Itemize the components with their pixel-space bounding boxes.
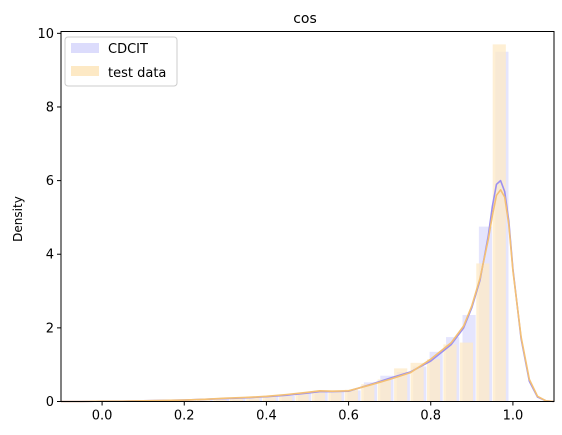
legend: CDCIT test data xyxy=(64,36,178,87)
histogram-bar xyxy=(361,384,375,402)
histogram-bars xyxy=(114,44,509,402)
legend-swatch-cdcit xyxy=(71,43,99,53)
histogram-bar xyxy=(377,379,391,402)
legend-label-test-data: test data xyxy=(108,66,166,81)
x-tick-label: 0.6 xyxy=(338,409,359,424)
histogram-bar xyxy=(344,389,358,402)
density-curves xyxy=(61,179,555,403)
histogram-bar xyxy=(476,263,490,402)
x-tick-label: 0.0 xyxy=(92,409,113,424)
density-line xyxy=(61,189,555,403)
histogram-bar xyxy=(426,359,441,402)
x-tick-label: 0.2 xyxy=(174,409,195,424)
histogram-bar xyxy=(196,398,211,402)
y-tick-label: 6 xyxy=(46,174,54,189)
y-tick-label: 8 xyxy=(46,100,54,115)
histogram-bar xyxy=(492,44,506,402)
histogram-bar xyxy=(328,390,342,402)
y-tick-label: 4 xyxy=(46,248,54,263)
y-tick-label: 10 xyxy=(37,27,54,42)
chart-title: cos xyxy=(293,11,317,27)
axis-ticks: 0.0 0.2 0.4 0.6 0.8 1.0 0 2 4 6 8 10 xyxy=(37,27,523,424)
histogram-bar xyxy=(311,391,326,402)
plot-frame xyxy=(60,31,555,402)
histogram-bar xyxy=(262,395,276,402)
legend-label-cdcit: CDCIT xyxy=(108,42,148,57)
y-axis-label: Density xyxy=(11,196,25,242)
x-tick-label: 0.8 xyxy=(420,409,441,424)
histogram-bar xyxy=(443,344,457,402)
histogram-bar xyxy=(229,397,243,402)
histogram-bar xyxy=(410,362,424,402)
histogram-bar xyxy=(246,396,260,402)
legend-swatch-test-data xyxy=(71,66,99,76)
histogram-bar xyxy=(459,342,473,402)
x-tick-label: 1.0 xyxy=(503,409,524,424)
histogram-bar xyxy=(213,398,227,402)
x-tick-label: 0.4 xyxy=(256,409,277,424)
y-tick-label: 0 xyxy=(46,395,54,410)
histogram-bar xyxy=(295,394,309,402)
histogram-bar xyxy=(279,396,293,402)
y-tick-label: 2 xyxy=(46,321,54,336)
